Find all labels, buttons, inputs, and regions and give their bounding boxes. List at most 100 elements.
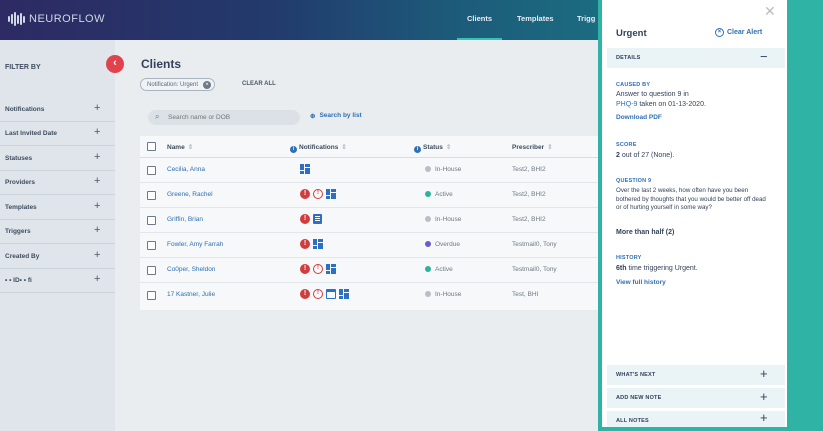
plus-icon[interactable]: + xyxy=(94,224,101,236)
filter-chip[interactable]: Notification: Urgent × xyxy=(140,78,216,91)
client-name-link[interactable]: Fowler, Amy Farrah xyxy=(167,241,224,248)
clear-all-button[interactable]: CLEAR ALL xyxy=(242,81,276,87)
plus-icon[interactable]: + xyxy=(94,200,101,212)
download-pdf-link[interactable]: Download PDF xyxy=(616,114,662,121)
close-icon[interactable]: ✕ xyxy=(764,3,776,19)
dashboard-icon[interactable] xyxy=(339,289,349,299)
table-row[interactable]: Fowler, Amy Farrah ! Overdue Testmail0, … xyxy=(140,233,600,258)
plus-icon[interactable]: + xyxy=(760,389,768,404)
filter-id[interactable]: • • ID• • fi + xyxy=(0,269,115,293)
client-name-link[interactable]: 17 Kastner, Julie xyxy=(167,291,216,298)
dashboard-icon[interactable] xyxy=(300,164,310,174)
row-checkbox[interactable] xyxy=(147,241,156,250)
filter-providers[interactable]: Providers + xyxy=(0,171,115,195)
row-checkbox[interactable] xyxy=(147,216,156,225)
filter-chip-label: Notification: Urgent xyxy=(147,82,199,88)
prescriber-cell: Test2, BHI2 xyxy=(512,166,546,173)
warning-alert-icon[interactable]: ! xyxy=(313,189,323,199)
table-row[interactable]: Griffin, Brian ! In-House Test2, BHI2 xyxy=(140,208,600,233)
status-cell: Active xyxy=(425,266,453,273)
filter-label: Triggers xyxy=(5,228,31,235)
client-name-link[interactable]: Cecilia, Anna xyxy=(167,166,205,173)
column-notifications[interactable]: i Notifications ⇕ xyxy=(290,143,347,153)
dashboard-icon[interactable] xyxy=(313,239,323,249)
urgent-alert-icon[interactable]: ! xyxy=(300,289,310,299)
caused-by-line2: PHQ-9 taken on 01-13-2020. xyxy=(616,100,706,110)
table-header: Name ⇕ i Notifications ⇕ i Status ⇕ Prescribe… xyxy=(140,136,600,158)
row-checkbox[interactable] xyxy=(147,191,156,200)
collapse-sidebar-button[interactable]: ‹ xyxy=(106,55,124,73)
table-row[interactable]: Co0per, Sheldon ! ! Active Testmail0, To… xyxy=(140,258,600,283)
notification-icons xyxy=(300,164,310,174)
details-section-header[interactable]: DETAILS − xyxy=(607,48,785,68)
prescriber-cell: Test2, BHI2 xyxy=(512,191,546,198)
select-all-checkbox[interactable] xyxy=(147,142,156,151)
urgent-alert-icon[interactable]: ! xyxy=(300,189,310,199)
list-icon[interactable] xyxy=(313,214,322,224)
warning-alert-icon[interactable]: ! xyxy=(313,264,323,274)
filter-label: • • ID• • fi xyxy=(5,277,32,284)
phq9-link[interactable]: PHQ-9 xyxy=(616,101,638,108)
add-note-header[interactable]: ADD NEW NOTE + xyxy=(607,388,785,408)
urgent-alert-icon[interactable]: ! xyxy=(300,214,310,224)
search-by-list-button[interactable]: ⊕ Search by list xyxy=(310,112,362,120)
plus-icon[interactable]: + xyxy=(760,410,768,425)
warning-alert-icon[interactable]: ! xyxy=(313,289,323,299)
status-dot xyxy=(425,166,431,172)
filter-created-by[interactable]: Created By + xyxy=(0,245,115,269)
dashboard-icon[interactable] xyxy=(326,189,336,199)
status-dot xyxy=(425,216,431,222)
client-name-link[interactable]: Griffin, Brian xyxy=(167,216,204,223)
nav-triggers[interactable]: Trigg xyxy=(577,14,596,23)
close-icon[interactable]: × xyxy=(203,81,212,89)
neuroflow-logo[interactable]: NEUROFLOW xyxy=(8,12,105,26)
client-name-link[interactable]: Greene, Rachel xyxy=(167,191,213,198)
plus-icon[interactable]: + xyxy=(94,102,101,114)
filter-last-invited-date[interactable]: Last Invited Date + xyxy=(0,122,115,146)
table-row[interactable]: 17 Kastner, Julie ! ! In-House Test, BHI xyxy=(140,283,600,308)
dashboard-icon[interactable] xyxy=(326,264,336,274)
filter-notifications[interactable]: Notifications + xyxy=(0,98,115,122)
table-row[interactable]: Cecilia, Anna In-House Test2, BHI2 xyxy=(140,158,600,183)
search-input[interactable] xyxy=(168,111,296,124)
row-checkbox[interactable] xyxy=(147,166,156,175)
column-status[interactable]: i Status ⇕ xyxy=(414,143,451,153)
history-text: 6th time triggering Urgent. xyxy=(616,264,698,274)
info-icon: i xyxy=(414,146,421,153)
nav-templates[interactable]: Templates xyxy=(517,14,554,23)
status-label: Active xyxy=(435,191,453,198)
all-notes-header[interactable]: ALL NOTES + xyxy=(607,410,785,427)
whats-next-header[interactable]: WHAT'S NEXT + xyxy=(607,365,785,385)
search-box[interactable]: ⌕ xyxy=(148,110,300,125)
page-title: Clients xyxy=(141,57,182,71)
plus-icon[interactable]: + xyxy=(94,126,101,138)
filter-templates[interactable]: Templates + xyxy=(0,196,115,220)
plus-icon[interactable]: + xyxy=(94,249,101,261)
calendar-icon[interactable] xyxy=(326,289,336,299)
history-label: HISTORY xyxy=(616,255,642,261)
column-prescriber[interactable]: Prescriber ⇕ xyxy=(512,143,553,151)
clear-alert-button[interactable]: × Clear Alert xyxy=(715,28,762,37)
clients-main: Clients Notification: Urgent × CLEAR ALL… xyxy=(128,40,600,431)
filter-triggers[interactable]: Triggers + xyxy=(0,220,115,244)
clear-alert-label: Clear Alert xyxy=(727,29,763,36)
plus-icon[interactable]: + xyxy=(94,175,101,187)
logo-bars-icon xyxy=(8,12,25,26)
filter-label: Statuses xyxy=(5,155,33,162)
row-checkbox[interactable] xyxy=(147,291,156,300)
sort-icon: ⇕ xyxy=(547,144,553,151)
row-checkbox[interactable] xyxy=(147,266,156,275)
plus-icon[interactable]: + xyxy=(94,151,101,163)
client-name-link[interactable]: Co0per, Sheldon xyxy=(167,266,216,273)
plus-icon[interactable]: + xyxy=(94,273,101,285)
table-row[interactable]: Greene, Rachel ! ! Active Test2, BHI2 xyxy=(140,183,600,208)
plus-icon[interactable]: + xyxy=(760,366,768,381)
column-name[interactable]: Name ⇕ xyxy=(167,143,193,151)
filter-statuses[interactable]: Statuses + xyxy=(0,147,115,171)
nav-clients[interactable]: Clients xyxy=(456,14,503,40)
column-prescriber-label: Prescriber xyxy=(512,144,545,151)
minus-icon[interactable]: − xyxy=(760,49,768,64)
urgent-alert-icon[interactable]: ! xyxy=(300,239,310,249)
urgent-alert-icon[interactable]: ! xyxy=(300,264,310,274)
view-history-link[interactable]: View full history xyxy=(616,279,666,286)
